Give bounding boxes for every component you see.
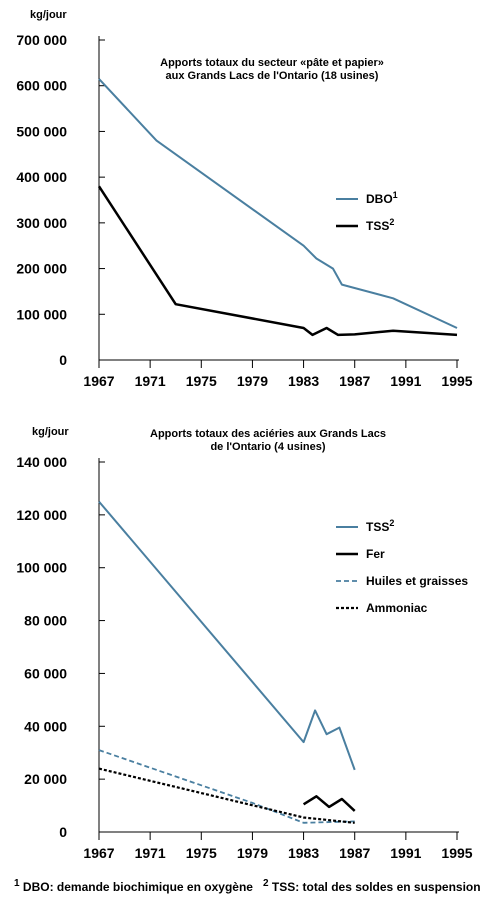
y-tick-label: 300 000 <box>16 215 67 231</box>
y-tick-label: 100 000 <box>16 560 67 576</box>
y-axis-unit-label: kg/jour <box>30 9 67 21</box>
footnote-1-marker: 1 <box>14 878 20 889</box>
y-tick-label: 140 000 <box>16 454 67 470</box>
x-tick-label: 1995 <box>441 845 472 861</box>
y-tick-label: 500 000 <box>16 123 67 139</box>
y-tick-label: 20 000 <box>24 771 67 787</box>
footnotes: 1 DBO: demande biochimique en oxygène 2 … <box>14 878 481 894</box>
y-tick-label: 40 000 <box>24 718 67 734</box>
x-tick-label: 1987 <box>339 373 370 389</box>
x-tick-label: 1991 <box>390 373 421 389</box>
x-tick-label: 1971 <box>135 373 166 389</box>
legend-label-sup: 2 <box>389 518 394 528</box>
series-line-3 <box>98 749 355 824</box>
y-tick-label: 0 <box>59 352 67 368</box>
series-line-1 <box>98 500 356 771</box>
legend-label: Fer <box>366 547 385 561</box>
x-tick-label: 1975 <box>186 845 217 861</box>
x-tick-label: 1983 <box>288 845 319 861</box>
x-tick-label: 1979 <box>237 845 268 861</box>
chart-title-line: de l'Ontario (4 usines) <box>210 441 325 453</box>
legend-label: Ammoniac <box>366 601 428 615</box>
y-tick-label: 400 000 <box>16 169 67 185</box>
footnote-2-text: TSS: total des soldes en suspension <box>271 880 481 894</box>
legend-label: DBO1 <box>366 190 398 206</box>
legend-label: Huiles et graisses <box>366 574 468 588</box>
chart-1: kg/jour Apports totaux du secteur «pâte e… <box>16 9 472 389</box>
y-tick-label: 60 000 <box>24 665 67 681</box>
x-tick-label: 1975 <box>186 373 217 389</box>
x-tick-label: 1983 <box>288 373 319 389</box>
series-line-2 <box>302 795 356 812</box>
x-tick-label: 1995 <box>441 373 472 389</box>
y-tick-label: 120 000 <box>16 507 67 523</box>
x-tick-label: 1979 <box>237 373 268 389</box>
chart-title-line: Apports totaux du secteur «pâte et papie… <box>160 57 384 69</box>
y-tick-label: 100 000 <box>16 306 67 322</box>
legend-label: TSS2 <box>366 518 394 534</box>
legend-label-sup: 2 <box>389 217 394 227</box>
x-tick-label: 1971 <box>135 845 166 861</box>
chart-title-line: Apports totaux des aciéries aux Grands L… <box>150 428 386 440</box>
x-tick-label: 1967 <box>83 373 114 389</box>
y-axis-unit-label: kg/jour <box>32 426 69 438</box>
footnote-2-marker: 2 <box>262 878 269 889</box>
y-tick-label: 0 <box>59 824 67 840</box>
x-tick-label: 1987 <box>339 845 370 861</box>
series-line-2 <box>97 185 458 337</box>
y-tick-label: 200 000 <box>16 261 67 277</box>
chart-2: kg/jour Apports totaux des aciéries aux G… <box>16 426 472 861</box>
legend-label-sup: 1 <box>393 190 398 200</box>
series-line-1 <box>98 78 458 329</box>
x-tick-label: 1991 <box>390 845 421 861</box>
y-tick-label: 80 000 <box>24 613 67 629</box>
x-tick-label: 1967 <box>83 845 114 861</box>
chart-title-line: aux Grands Lacs de l'Ontario (18 usines) <box>166 70 379 82</box>
series-line-4 <box>98 767 355 824</box>
charts-canvas: kg/jour Apports totaux du secteur «pâte e… <box>16 9 472 861</box>
footnote-1-text: DBO: demande biochimique en oxygène <box>22 880 253 894</box>
legend-label: TSS2 <box>366 217 394 233</box>
y-tick-label: 700 000 <box>16 32 67 48</box>
y-tick-label: 600 000 <box>16 78 67 94</box>
